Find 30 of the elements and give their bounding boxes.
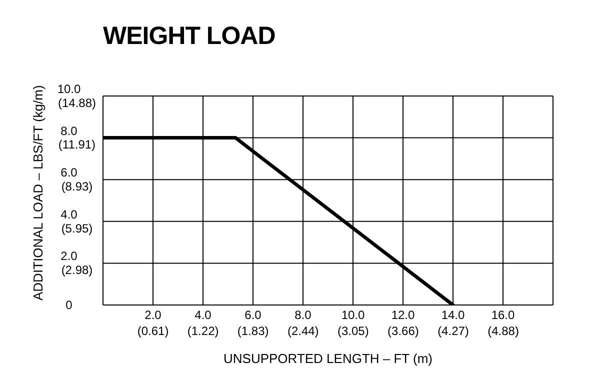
y2-tick-label: (5.95) [61,221,93,236]
x-tick-label: 4.0 [194,308,212,322]
y2-tick-label: (14.88) [58,96,96,110]
x-tick-label: 16.0 [491,308,515,322]
x-tick-label: 12.0 [391,308,415,322]
x2-tick-label: (4.88) [488,324,519,338]
x2-tick-label: (2.44) [287,324,319,338]
y-axis-title: ADDITIONAL LOAD – LBS/FT (kg/m) [30,85,46,300]
y2-tick-label: (11.91) [58,138,96,152]
x-tick-label: 10.0 [341,308,365,322]
x-tick-label: 2.0 [144,308,162,322]
y-tick-label: 10.0 [57,82,81,96]
y-tick-label: 0 [66,298,73,312]
chart-title: WEIGHT LOAD [103,22,276,51]
x2-tick-label: (1.83) [237,324,269,338]
x2-tick-label: (3.05) [338,324,369,338]
x2-tick-label: (1.22) [187,324,219,338]
x-axis-title: UNSUPPORTED LENGTH – FT (m) [224,351,432,366]
x2-tick-label: (0.61) [137,324,169,338]
y-tick-label: 6.0 [60,166,78,180]
x-tick-label: 6.0 [244,308,262,322]
y-tick-label: 2.0 [60,249,78,264]
x-tick-label: 8.0 [294,308,312,322]
y-tick-label: 8.0 [60,124,78,138]
x2-tick-label: (3.66) [388,324,419,338]
x2-tick-label: (4.27) [438,324,469,338]
y2-tick-label: (8.93) [61,180,93,194]
y-tick-label: 4.0 [60,207,78,222]
y2-tick-label: (2.98) [61,263,93,278]
x-tick-label: 14.0 [441,308,465,322]
